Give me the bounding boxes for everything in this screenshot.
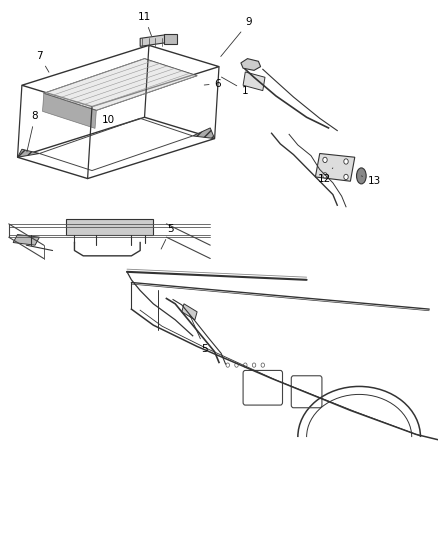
Circle shape: [344, 174, 348, 180]
Text: 8: 8: [27, 111, 39, 152]
Text: 5: 5: [161, 224, 174, 249]
Polygon shape: [140, 35, 166, 46]
Circle shape: [323, 173, 327, 178]
Polygon shape: [13, 235, 39, 245]
Text: 10: 10: [102, 115, 115, 125]
Circle shape: [344, 159, 348, 164]
Text: 6: 6: [204, 79, 221, 88]
Polygon shape: [315, 154, 355, 181]
Text: 12: 12: [318, 168, 333, 183]
Polygon shape: [44, 59, 197, 110]
Text: 7: 7: [36, 51, 49, 72]
Polygon shape: [66, 219, 153, 235]
Text: 9: 9: [221, 18, 252, 56]
FancyBboxPatch shape: [164, 34, 177, 44]
Circle shape: [323, 157, 327, 163]
Polygon shape: [193, 128, 215, 139]
Polygon shape: [182, 304, 197, 320]
Polygon shape: [241, 59, 261, 70]
Polygon shape: [243, 72, 265, 91]
Text: 1: 1: [222, 77, 249, 95]
Polygon shape: [42, 93, 96, 128]
Text: 13: 13: [361, 176, 381, 186]
Ellipse shape: [357, 168, 366, 184]
Polygon shape: [18, 149, 39, 157]
Text: 11: 11: [138, 12, 152, 36]
Text: 5: 5: [190, 314, 208, 354]
